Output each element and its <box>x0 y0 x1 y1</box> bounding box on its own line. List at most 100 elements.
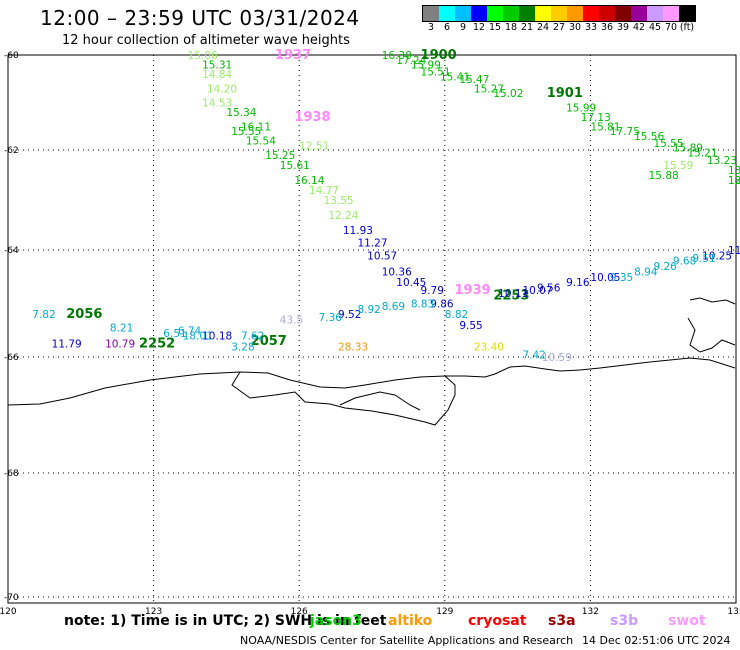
wave-height-label: 10.11 <box>498 288 528 300</box>
wave-height-label: 14.84 <box>202 69 232 81</box>
lon-tick-label: 129 <box>436 607 453 617</box>
wave-height-label: 3.28 <box>231 341 254 353</box>
wave-height-label: 7.82 <box>32 309 55 321</box>
wave-height-label: 13.19 <box>728 175 740 187</box>
pass-time-label: 1900 <box>421 48 457 63</box>
colorbar-label: 30 <box>568 22 582 33</box>
wave-height-label: 15.61 <box>280 160 310 172</box>
colorbar-swatch <box>503 6 519 21</box>
colorbar-label: 36 <box>600 22 614 33</box>
colorbar-swatch <box>663 6 679 21</box>
colorbar-swatch <box>647 6 663 21</box>
wave-height-label: 14.53 <box>202 98 232 110</box>
wave-height-label: 6.51 <box>163 328 186 340</box>
wave-height-label: 9.68 <box>673 256 696 268</box>
wave-height-label: 15.34 <box>226 107 256 119</box>
timestamp-text: 14 Dec 02:51:06 UTC 2024 <box>582 634 731 647</box>
colorbar-label: 9 <box>459 22 467 33</box>
wave-height-label: 17.75 <box>610 126 640 138</box>
wave-height-label: 8.21 <box>110 323 133 335</box>
wave-height-label: 23.40 <box>474 341 504 353</box>
wave-height-label: 18.01 <box>183 331 213 343</box>
wave-height-label: 15.51 <box>421 67 451 79</box>
colorbar-swatch <box>679 6 695 21</box>
axis-labels: 120 123 126 129 132 135 -60 -62 -64 -66 -68 -70 <box>0 51 740 617</box>
wave-height-label: 8.92 <box>357 304 380 316</box>
wave-height-label: 15.81 <box>590 121 620 133</box>
wave-height-label: 8.82 <box>445 309 468 321</box>
colorbar-swatch <box>535 6 551 21</box>
colorbar-swatch <box>423 6 439 21</box>
colorbar-label: 39 <box>616 22 630 33</box>
colorbar-swatch <box>583 6 599 21</box>
wave-height-label: 10.79 <box>105 339 135 351</box>
lon-tick-label: 120 <box>0 607 17 617</box>
satellite-legend-item: swot <box>668 613 706 629</box>
lat-tick-label: -60 <box>4 51 19 61</box>
pass-time-label: 2252 <box>139 337 175 352</box>
wave-height-label: 9.79 <box>421 285 444 297</box>
wave-height-label: 14.77 <box>309 185 339 197</box>
satellite-legend-item: jason3 <box>310 613 362 629</box>
colorbar-swatch <box>455 6 471 21</box>
wave-height-label: 43.5 <box>280 315 303 327</box>
colorbar-label: 6 <box>443 22 451 33</box>
wave-height-label: 9.35 <box>610 272 633 284</box>
wave-height-colorbar <box>422 5 696 22</box>
colorbar-label: 42 <box>632 22 646 33</box>
wave-height-label: 16.14 <box>294 175 324 187</box>
colorbar-label: 27 <box>552 22 566 33</box>
wave-height-label: 15.27 <box>474 83 504 95</box>
lat-tick-label: -70 <box>4 593 19 603</box>
wave-height-label: 15.41 <box>440 71 470 83</box>
colorbar-label: 18 <box>504 22 518 33</box>
wave-height-label: 15.31 <box>202 60 232 72</box>
lon-tick-label: 126 <box>291 607 308 617</box>
colorbar-swatch <box>487 6 503 21</box>
wave-height-label: 15.56 <box>634 131 664 143</box>
wave-height-label: 15.59 <box>663 160 693 172</box>
colorbar-label: 3 <box>427 22 435 33</box>
wave-height-label: 16.11 <box>241 121 271 133</box>
wave-height-label: 15.89 <box>673 143 703 155</box>
wave-height-label: 8.94 <box>634 266 658 278</box>
colorbar-swatch <box>439 6 455 21</box>
colorbar-swatch <box>551 6 567 21</box>
wave-height-label: 10.59 <box>542 352 572 364</box>
colorbar-swatch <box>567 6 583 21</box>
wave-height-label: 13.55 <box>323 195 353 207</box>
wave-height-label: 17.13 <box>581 112 611 124</box>
wave-height-label: 9.55 <box>459 320 482 332</box>
colorbar-label: (ft) <box>679 22 695 33</box>
colorbar-label: 33 <box>584 22 598 33</box>
wave-height-label: 12.24 <box>328 210 358 222</box>
colorbar-label: 15 <box>488 22 502 33</box>
wave-height-label: 14.20 <box>207 83 237 95</box>
wave-height-label: 13.23 <box>707 155 737 167</box>
wave-height-label: 10.18 <box>202 331 232 343</box>
wave-height-label: 15.02 <box>493 88 523 100</box>
wave-height-label: 15.21 <box>687 148 717 160</box>
wave-height-label: 11.79 <box>52 339 82 351</box>
wave-height-label: 15.54 <box>246 136 276 148</box>
map-title: 12:00 – 23:59 UTC 03/31/2024 <box>40 6 360 30</box>
satellite-legend-item: s3b <box>610 613 639 629</box>
units-note: note: 1) Time is in UTC; 2) SWH is in fe… <box>64 613 387 629</box>
satellite-legend-item: s3a <box>548 613 576 629</box>
pass-time-label: 2056 <box>66 307 102 322</box>
wave-height-label: 9.52 <box>338 309 361 321</box>
wave-height-label: 9.16 <box>566 277 590 289</box>
wave-height-label: 10.07 <box>522 285 552 297</box>
wave-height-label: 15.25 <box>265 150 295 162</box>
wave-height-label: 10.05 <box>590 272 620 284</box>
wave-height-label: 12.88 <box>728 175 740 187</box>
wave-height-label: 7.36 <box>319 312 343 324</box>
wave-height-label: 15.47 <box>459 74 489 86</box>
wave-height-label: 12.51 <box>299 140 329 152</box>
wave-height-label: 13.44 <box>728 165 740 177</box>
antarctic-coastline <box>7 357 736 406</box>
lon-tick-label: 132 <box>582 607 599 617</box>
pass-time-label: 2253 <box>493 288 529 303</box>
wave-height-label: 9.26 <box>653 261 677 273</box>
